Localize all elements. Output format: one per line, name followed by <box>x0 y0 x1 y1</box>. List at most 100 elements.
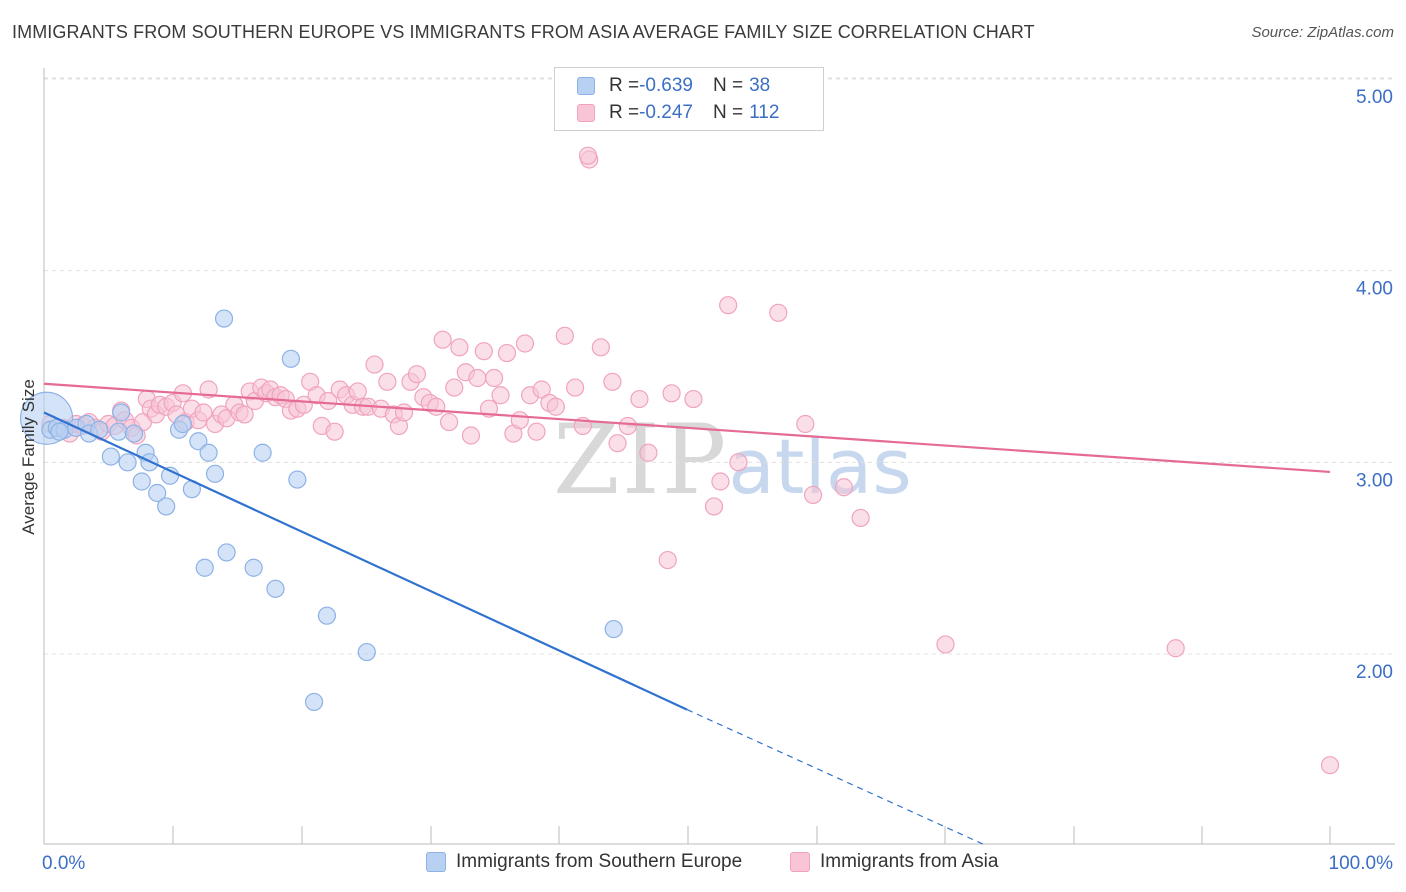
data-point-asia <box>510 411 529 430</box>
data-point-southern-europe <box>317 606 337 625</box>
trend-line-asia <box>43 382 1331 474</box>
data-point-asia <box>662 384 681 403</box>
data-point-asia <box>851 508 870 528</box>
legend-r-label: R = <box>609 75 640 96</box>
x-tick-label: 100.0% <box>1329 853 1394 874</box>
y-axis-label: Average Family Size <box>19 379 38 535</box>
data-point-asia <box>407 365 427 384</box>
data-point-asia <box>555 326 574 345</box>
data-point-asia <box>527 422 546 441</box>
data-point-asia <box>608 434 627 453</box>
x-tick-label: 0.0% <box>42 853 85 874</box>
data-point-asia <box>684 389 703 409</box>
data-point-asia <box>834 478 853 497</box>
data-point-asia <box>729 453 748 472</box>
data-point-southern-europe <box>281 349 301 368</box>
tick-labels: 2.00 3.00 4.00 5.00 0.0% 100.0% Average Family… <box>19 87 1393 874</box>
data-point-asia <box>803 485 823 505</box>
data-point-southern-europe <box>604 619 623 639</box>
data-point-asia <box>439 412 459 432</box>
data-point-southern-europe <box>148 483 167 503</box>
data-point-southern-europe <box>118 453 137 472</box>
data-point-asia <box>378 372 397 391</box>
data-point-asia <box>461 426 481 445</box>
trend-line-southern-europe <box>43 411 688 711</box>
legend-row-southern-europe: R = -0.639 N = 38 <box>577 73 770 99</box>
correlation-legend: R = -0.639 N = 38 R = -0.247 N = 112 <box>554 67 824 131</box>
data-point-asia <box>325 422 344 441</box>
data-point-southern-europe <box>173 414 192 434</box>
data-point-asia <box>450 338 469 357</box>
data-point-asia <box>532 380 551 399</box>
chart-source: Source: ZipAtlas.com <box>1251 24 1394 41</box>
series-legend: Immigrants from Southern Europe Immigran… <box>0 851 1406 879</box>
data-point-asia <box>1320 756 1340 775</box>
data-point-southern-europe <box>50 422 69 441</box>
data-point-southern-europe <box>244 558 263 577</box>
data-point-southern-europe <box>217 543 236 562</box>
data-point-asia <box>704 497 724 516</box>
data-point-asia <box>485 368 504 388</box>
trend-line-southern-europe-extrapolated <box>686 709 984 845</box>
data-point-asia <box>445 378 464 397</box>
data-point-asia <box>365 355 384 374</box>
data-point-southern-europe <box>205 464 225 483</box>
legend-n-label: N = <box>712 75 744 96</box>
legend-n-label: N = <box>712 102 744 123</box>
data-point-asia <box>468 368 487 388</box>
watermark: ZIPatlas <box>553 404 912 516</box>
y-tick-label: 5.00 <box>1356 87 1393 108</box>
data-point-southern-europe <box>132 472 151 491</box>
y-tick-label: 3.00 <box>1356 470 1393 491</box>
data-point-southern-europe <box>214 309 234 328</box>
data-point-southern-europe <box>357 642 376 662</box>
trend-lines <box>43 382 1331 845</box>
data-point-southern-europe <box>124 424 144 443</box>
legend-n-value: 112 <box>749 102 780 123</box>
data-point-southern-europe <box>189 432 208 451</box>
legend-item-southern-europe[interactable]: Immigrants from Southern Europe <box>426 851 742 873</box>
data-point-asia <box>936 635 955 654</box>
data-point-asia <box>603 372 622 391</box>
data-point-asia <box>769 303 788 322</box>
data-point-asia <box>711 472 730 491</box>
chart-title: IMMIGRANTS FROM SOUTHERN EUROPE VS IMMIG… <box>12 22 1035 42</box>
data-point-southern-europe <box>109 422 128 441</box>
legend-label-asia: Immigrants from Asia <box>820 851 999 872</box>
data-point-asia <box>474 342 493 361</box>
data-point-asia <box>427 397 446 416</box>
data-point-southern-europe <box>112 403 131 422</box>
data-point-asia <box>630 389 649 409</box>
data-point-asia <box>348 382 367 401</box>
data-point-southern-europe <box>199 443 218 462</box>
data-point-southern-europe <box>253 443 272 462</box>
data-point-asia <box>546 397 565 416</box>
data-point-asia <box>433 330 452 349</box>
data-point-asia <box>497 343 517 363</box>
data-point-asia <box>618 416 637 436</box>
legend-item-asia[interactable]: Immigrants from Asia <box>790 851 998 873</box>
data-point-asia <box>491 386 510 405</box>
data-point-asia <box>578 146 598 165</box>
data-point-southern-europe <box>304 692 324 712</box>
data-point-asia <box>1166 639 1185 658</box>
data-point-asia <box>394 403 414 422</box>
data-point-southern-europe <box>288 470 307 489</box>
data-point-asia <box>566 378 585 397</box>
data-point-southern-europe <box>101 447 120 466</box>
legend-row-asia: R = -0.247 N = 112 <box>577 100 779 126</box>
legend-swatch-pink <box>577 104 595 122</box>
data-point-asia <box>719 296 738 315</box>
legend-swatch-pink <box>790 852 810 872</box>
legend-swatch-blue <box>577 77 595 95</box>
data-point-asia <box>515 334 535 353</box>
y-tick-label: 4.00 <box>1356 279 1393 300</box>
y-tick-label: 2.00 <box>1356 662 1393 683</box>
legend-n-value: 38 <box>749 75 771 96</box>
data-point-southern-europe <box>157 497 176 516</box>
legend-r-label: R = <box>609 102 640 123</box>
data-point-asia <box>796 414 815 434</box>
axes <box>43 68 1395 845</box>
legend-label-southern-europe: Immigrants from Southern Europe <box>456 851 743 872</box>
